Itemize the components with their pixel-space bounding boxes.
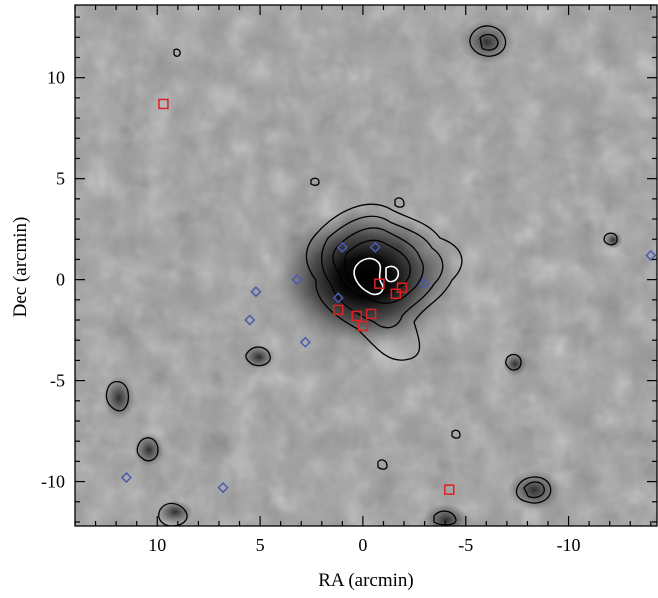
square-marker [357, 320, 369, 332]
contour-line [451, 429, 461, 439]
contour-line [245, 346, 271, 367]
x-tick-label: -10 [557, 535, 581, 555]
diamond-marker [419, 278, 431, 290]
contour-line [344, 239, 411, 295]
x-tick-label: 10 [148, 535, 166, 555]
contour-line [173, 48, 181, 57]
diamond-marker [250, 286, 262, 298]
contour-line [469, 25, 507, 57]
square-marker [365, 308, 377, 320]
y-axis-label: Dec (arcmin) [10, 217, 31, 318]
y-tick-label: 5 [56, 169, 65, 189]
square-marker [374, 278, 385, 289]
x-tick-label: 0 [358, 535, 367, 555]
plot-frame [74, 4, 658, 527]
contour-line [394, 197, 405, 208]
contour-line [523, 481, 545, 499]
contours [105, 25, 618, 526]
square-marker [444, 484, 455, 495]
map-blob [157, 500, 193, 524]
x-tick-label: 5 [256, 535, 265, 555]
diamond-marker [120, 471, 132, 484]
map-blob [508, 470, 560, 510]
contour-line [310, 177, 320, 186]
square-marker [158, 98, 169, 110]
map-image [75, 5, 657, 526]
diamond-marker [369, 241, 381, 253]
square-marker [390, 288, 402, 300]
contour-line [385, 265, 400, 283]
contour-line [353, 257, 384, 296]
square-marker [351, 310, 362, 322]
contour-line [505, 353, 522, 371]
map-core [275, 208, 455, 348]
markers [120, 98, 657, 495]
map-blob [503, 352, 527, 376]
x-tick-label: -5 [458, 535, 473, 555]
contour-line [479, 33, 499, 51]
y-tick-label: 10 [47, 68, 65, 88]
x-axis-label: RA (arcmin) [318, 570, 414, 591]
contour-line [515, 476, 552, 504]
diamond-marker [299, 336, 311, 348]
contour-line [433, 510, 457, 526]
map-blob [459, 20, 515, 64]
y-tick-label: -10 [41, 472, 65, 492]
diamond-marker [645, 249, 657, 261]
y-tick-label: -5 [50, 371, 65, 391]
contour-line [321, 215, 444, 329]
diamond-marker [332, 292, 344, 304]
contour-line [305, 203, 463, 361]
contour-line [603, 232, 618, 246]
contour-line [136, 437, 159, 462]
diamond-marker [244, 314, 256, 326]
axes: 10 5 0 -5 -10 10 5 0 -5 -10 [41, 4, 658, 555]
contour-line [377, 459, 388, 470]
y-tick-label: 0 [56, 270, 65, 290]
map-blob [424, 504, 468, 526]
contour-line [332, 227, 424, 304]
diamond-marker [217, 482, 229, 494]
contour-line [158, 502, 188, 526]
square-marker [396, 282, 408, 293]
map-blob [134, 433, 164, 467]
diamond-marker [291, 274, 303, 286]
square-marker [332, 304, 344, 316]
map-blob [103, 376, 135, 420]
diamond-marker [336, 241, 348, 253]
contour-line [105, 381, 130, 412]
